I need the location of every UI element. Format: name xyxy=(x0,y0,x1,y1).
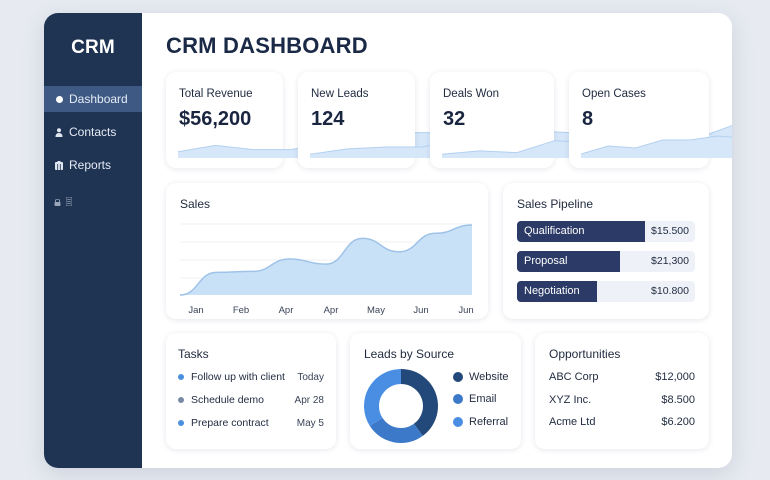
legend-label: Referral xyxy=(469,416,509,428)
kpi-label: Open Cases xyxy=(582,88,646,100)
task-status-dot xyxy=(178,374,184,380)
document-icon[interactable] xyxy=(65,193,73,211)
sidebar-item-reports[interactable]: Reports xyxy=(44,152,142,178)
opportunities-card: Opportunities ABC Corp $12,000 XYZ Inc. … xyxy=(535,333,709,449)
sidebar: CRM Dashboard Contacts Reports xyxy=(44,13,142,468)
lock-icon[interactable] xyxy=(54,193,61,211)
x-tick-label: Apr xyxy=(324,305,339,316)
card-title: Tasks xyxy=(178,347,209,361)
x-tick-label: Jan xyxy=(188,305,203,316)
dot-icon xyxy=(55,95,63,103)
opportunity-row[interactable]: XYZ Inc. $8.500 xyxy=(549,394,695,406)
sidebar-item-label: Dashboard xyxy=(69,92,128,106)
leads-donut-chart[interactable] xyxy=(363,368,439,444)
card-title: Sales xyxy=(180,197,211,211)
task-item[interactable]: Prepare contract May 5 xyxy=(178,415,324,431)
legend-label: Website xyxy=(469,371,509,383)
opportunity-name: Acme Ltd xyxy=(549,416,596,428)
kpi-card-new-leads[interactable]: New Leads 124 xyxy=(298,72,610,168)
task-status-dot xyxy=(178,420,184,426)
kpi-value: 32 xyxy=(443,108,466,130)
pipeline-row-negotiation[interactable]: Negotiation $10.800 xyxy=(517,281,695,302)
kpi-card-total-revenue[interactable]: Total Revenue $56,200 xyxy=(166,72,478,168)
task-item[interactable]: Follow up with client Today xyxy=(178,369,324,385)
card-title: Sales Pipeline xyxy=(517,197,594,211)
pipeline-stage-value: $15.500 xyxy=(651,225,689,237)
pipeline-stage-label: Negotiation xyxy=(524,285,580,297)
opportunity-value: $6.200 xyxy=(661,416,695,428)
task-label: Follow up with client xyxy=(191,371,285,383)
sidebar-item-label: Reports xyxy=(69,158,112,172)
kpi-label: Deals Won xyxy=(443,88,500,100)
sparkline-line xyxy=(581,135,732,155)
sparkline-area xyxy=(581,136,732,158)
x-tick-label: May xyxy=(367,305,385,316)
page-title: CRM DASHBOARD xyxy=(166,33,368,58)
sales-chart-card: Sales Jan Feb Apr Apr May Jun Jun xyxy=(166,183,488,319)
kpi-label: New Leads xyxy=(311,88,369,100)
legend-label: Email xyxy=(469,393,497,405)
legend-swatch xyxy=(453,417,463,427)
sidebar-item-label: Contacts xyxy=(69,125,117,139)
sales-area xyxy=(180,225,472,295)
card-title: Opportunities xyxy=(549,347,621,361)
legend-item-email: Email xyxy=(453,393,497,405)
x-tick-label: Feb xyxy=(233,305,249,316)
opportunity-name: XYZ Inc. xyxy=(549,394,592,406)
sidebar-item-dashboard[interactable]: Dashboard xyxy=(44,86,142,112)
sales-pipeline-card: Sales Pipeline Qualification $15.500 Pro… xyxy=(503,183,709,319)
pipeline-stage-value: $21,300 xyxy=(651,255,689,267)
donut-slice-email xyxy=(369,417,423,443)
task-item[interactable]: Schedule demo Apr 28 xyxy=(178,392,324,408)
task-label: Schedule demo xyxy=(191,394,264,406)
legend-swatch xyxy=(453,394,463,404)
sidebar-extra-icons xyxy=(54,193,73,211)
task-label: Prepare contract xyxy=(191,417,269,429)
x-tick-label: Apr xyxy=(279,305,294,316)
donut-slice-website xyxy=(401,369,438,436)
opportunity-row[interactable]: Acme Ltd $6.200 xyxy=(549,416,695,428)
task-status-dot xyxy=(178,397,184,403)
kpi-sparkline xyxy=(581,135,732,158)
task-date: May 5 xyxy=(296,417,324,429)
kpi-label: Total Revenue xyxy=(179,88,253,100)
pipeline-row-proposal[interactable]: Proposal $21,300 xyxy=(517,251,695,272)
pipeline-stage-label: Proposal xyxy=(524,255,568,267)
pipeline-bar xyxy=(517,251,621,272)
kpi-card-deals-won[interactable]: Deals Won 32 xyxy=(430,72,732,168)
legend-swatch xyxy=(453,372,463,382)
sidebar-item-contacts[interactable]: Contacts xyxy=(44,119,142,145)
opportunity-row[interactable]: ABC Corp $12,000 xyxy=(549,371,695,383)
sales-line xyxy=(179,224,473,296)
pipeline-row-qualification[interactable]: Qualification $15.500 xyxy=(517,221,695,242)
reports-icon xyxy=(55,160,63,170)
tasks-card: Tasks Follow up with client Today Schedu… xyxy=(166,333,336,449)
opportunity-value: $12,000 xyxy=(655,371,695,383)
kpi-value: $56,200 xyxy=(179,108,252,130)
donut-slice-referral xyxy=(364,369,401,426)
sales-chart[interactable]: Jan Feb Apr Apr May Jun Jun xyxy=(166,183,488,319)
pipeline-bar xyxy=(517,221,646,242)
pipeline-stage-value: $10.800 xyxy=(651,285,689,297)
legend-item-website: Website xyxy=(453,371,509,383)
pipeline-stage-label: Qualification xyxy=(524,225,585,237)
legend-item-referral: Referral xyxy=(453,416,508,428)
task-date: Today xyxy=(297,371,324,383)
kpi-value: 124 xyxy=(311,108,345,130)
kpi-value: 8 xyxy=(582,108,594,130)
x-tick-label: Jun xyxy=(458,305,473,316)
kpi-card-open-cases[interactable]: Open Cases 8 xyxy=(569,72,732,168)
leads-by-source-card: Leads by Source Website Email Referral xyxy=(350,333,521,449)
x-tick-label: Jun xyxy=(413,305,428,316)
task-date: Apr 28 xyxy=(294,394,324,406)
brand-logo: CRM xyxy=(71,37,115,58)
card-title: Leads by Source xyxy=(364,347,455,361)
opportunity-name: ABC Corp xyxy=(549,371,599,383)
opportunity-value: $8.500 xyxy=(661,394,695,406)
pipeline-bar xyxy=(517,281,598,302)
person-icon xyxy=(55,127,63,137)
app-window: CRM Dashboard Contacts Reports xyxy=(44,13,732,468)
main-content: CRM DASHBOARD Total Revenue $56,200 New … xyxy=(142,13,732,468)
